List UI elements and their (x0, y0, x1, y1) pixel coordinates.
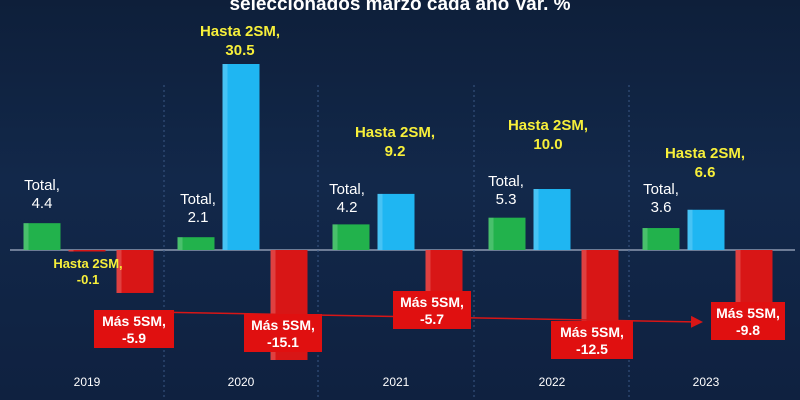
label-box-mas5sm-2020 (244, 314, 322, 352)
bar-total-2023 (642, 228, 680, 250)
label-hasta2sm-2021: Hasta 2SM, 9.2 (355, 124, 435, 160)
bar-total-2020 (177, 237, 215, 250)
bar-highlight-1-2 (377, 193, 383, 250)
chart-title: seleccionados marzo cada año Var. % (229, 0, 571, 15)
label-mas5sm-2023: Más 5SM, -9.8 (716, 305, 780, 338)
label-box-mas5sm-2023 (711, 302, 785, 340)
x-tick-2019: 2019 (74, 375, 101, 389)
bar-highlight-1-0 (68, 250, 74, 252)
bar-highlight-2-2 (425, 250, 431, 292)
label-mas5sm-2022: Más 5SM, -12.5 (560, 324, 624, 357)
label-total-2020: Total, 2.1 (180, 191, 216, 226)
bar-hasta-2sm-2022 (533, 189, 571, 250)
label-hasta2sm-2019: Hasta 2SM, -0.1 (53, 256, 122, 287)
bar-total-2021 (332, 224, 370, 250)
bar-highlight-1-3 (533, 189, 539, 250)
bar-total-2019 (23, 223, 61, 250)
bar-más-5sm-2019 (116, 250, 154, 293)
x-tick-2022: 2022 (539, 375, 566, 389)
label-total-2023: Total, 3.6 (643, 181, 679, 216)
label-total-2019: Total, 4.4 (24, 177, 60, 212)
bar-hasta-2sm-2023 (687, 209, 725, 250)
bar-total-2022 (488, 217, 526, 250)
bar-highlight-0-3 (488, 217, 494, 250)
label-box-mas5sm-2019 (94, 310, 174, 348)
label-mas5sm-2019: Más 5SM, -5.9 (102, 313, 166, 346)
bar-highlight-2-0 (116, 250, 122, 293)
label-hasta2sm-2022: Hasta 2SM, 10.0 (508, 117, 588, 153)
bar-más-5sm-2021 (425, 250, 463, 292)
label-hasta2sm-2023: Hasta 2SM, 6.6 (665, 145, 745, 181)
label-box-mas5sm-2021 (393, 291, 471, 329)
bar-highlight-2-1 (270, 250, 276, 360)
bar-highlight-0-2 (332, 224, 338, 250)
x-tick-2023: 2023 (693, 375, 720, 389)
label-total-2021: Total, 4.2 (329, 181, 365, 216)
bar-highlight-0-1 (177, 237, 183, 250)
bar-hasta-2sm-2019 (68, 250, 106, 252)
x-tick-2020: 2020 (228, 375, 255, 389)
bar-highlight-2-4 (735, 250, 741, 322)
bar-highlight-0-0 (23, 223, 29, 250)
bar-hasta-2sm-2020 (222, 64, 260, 250)
label-mas5sm-2020: Más 5SM, -15.1 (251, 317, 315, 350)
bar-highlight-2-3 (581, 250, 587, 342)
bar-hasta-2sm-2021 (377, 193, 415, 250)
label-hasta2sm-2020: Hasta 2SM, 30.5 (200, 23, 280, 59)
label-mas5sm-2021: Más 5SM, -5.7 (400, 294, 464, 327)
bar-highlight-1-1 (222, 64, 228, 250)
label-box-mas5sm-2022 (551, 321, 633, 359)
x-tick-2021: 2021 (383, 375, 410, 389)
bar-highlight-1-4 (687, 209, 693, 250)
label-total-2022: Total, 5.3 (488, 173, 524, 208)
bar-highlight-0-4 (642, 228, 648, 250)
